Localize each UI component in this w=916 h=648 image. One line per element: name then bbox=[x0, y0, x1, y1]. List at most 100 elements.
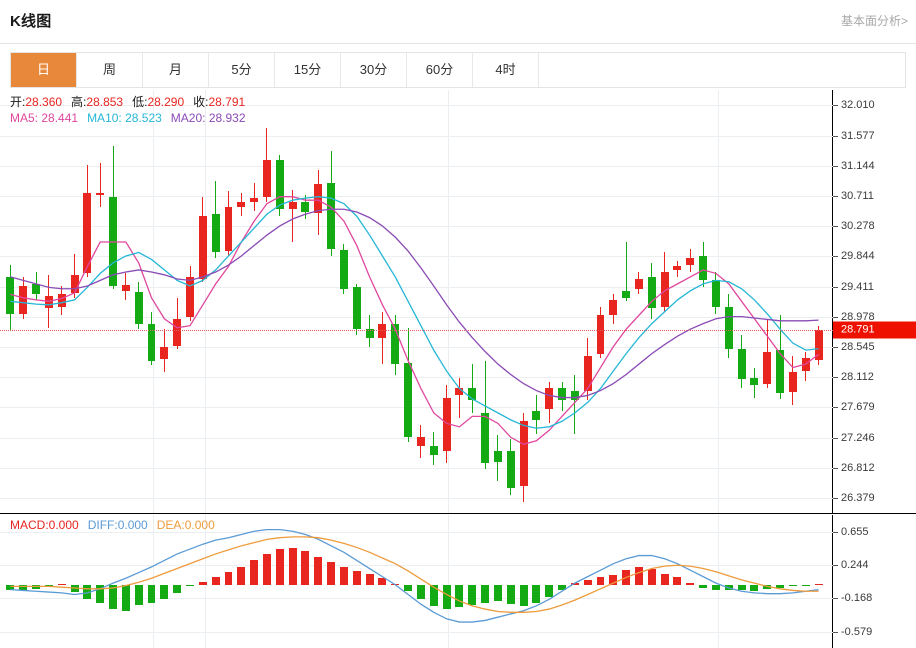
dea-label: DEA: bbox=[156, 518, 185, 532]
tab-5[interactable]: 30分 bbox=[341, 53, 407, 87]
price-axis-label: 29.844 bbox=[841, 250, 875, 263]
price-axis-tick bbox=[833, 195, 838, 197]
candle-body bbox=[711, 280, 720, 307]
macd-histogram-bar bbox=[558, 584, 566, 590]
price-axis-tick bbox=[833, 467, 838, 469]
ohlc-readout: 开:28.360 高:28.853 低:28.290 收:28.791 bbox=[10, 93, 245, 110]
price-axis-tick bbox=[833, 256, 838, 258]
ma5-line bbox=[10, 196, 819, 445]
candle-body bbox=[442, 397, 451, 452]
candle-body bbox=[301, 202, 310, 213]
macd-axis-label: 0.244 bbox=[841, 558, 869, 571]
candle-body bbox=[699, 255, 708, 281]
last-price-badge: 28.791 bbox=[833, 321, 916, 339]
macd-histogram-bar bbox=[134, 584, 143, 605]
price-axis-tick bbox=[833, 498, 838, 500]
price-axis-label: 28.545 bbox=[841, 340, 875, 353]
price-axis-tick bbox=[833, 437, 838, 439]
dea-line bbox=[10, 536, 819, 613]
ma10-line bbox=[10, 196, 819, 429]
price-axis-label: 27.679 bbox=[841, 401, 875, 414]
price-axis-label: 31.577 bbox=[841, 129, 875, 142]
last-price-line bbox=[0, 329, 833, 331]
tabbar-filler bbox=[539, 53, 905, 87]
period-tabbar: 日周月 5分 15分 30分 60分 4时 bbox=[10, 52, 906, 88]
macd-vertical-gridline bbox=[153, 515, 154, 648]
tab-2[interactable]: 月 bbox=[143, 53, 209, 87]
macd-histogram-bar bbox=[160, 584, 169, 600]
macd-histogram-bar bbox=[737, 584, 746, 590]
macd-histogram-bar bbox=[455, 584, 464, 608]
price-axis-tick bbox=[833, 407, 838, 409]
candle-body bbox=[250, 198, 259, 203]
macd-line-overlay bbox=[10, 528, 819, 623]
price-gridline bbox=[0, 467, 833, 469]
candle-body bbox=[147, 323, 156, 361]
price-axis-label: 31.144 bbox=[841, 159, 875, 172]
price-gridline bbox=[0, 105, 833, 107]
candle-body bbox=[609, 299, 618, 316]
close-value: 28.791 bbox=[208, 95, 246, 109]
macd-gridline bbox=[0, 631, 833, 633]
macd-histogram-bar bbox=[147, 584, 156, 603]
tab-7[interactable]: 4时 bbox=[473, 53, 539, 87]
macd-histogram-bar bbox=[596, 577, 605, 585]
tab-1[interactable]: 周 bbox=[77, 53, 143, 87]
tab-3[interactable]: 5分 bbox=[209, 53, 275, 87]
macd-histogram-bar bbox=[250, 560, 259, 585]
candle-body bbox=[314, 184, 323, 214]
price-gridline bbox=[0, 346, 833, 348]
candle-body bbox=[635, 278, 643, 289]
macd-histogram-bar bbox=[378, 578, 387, 585]
macd-histogram-bar bbox=[224, 571, 233, 585]
price-axis-tick bbox=[833, 286, 838, 288]
macd-panel: MACD:0.000 DIFF:0.000 DEA:0.000 0.655 0.244… bbox=[0, 515, 916, 648]
macd-gridline bbox=[0, 598, 833, 600]
price-axis-label: 26.379 bbox=[841, 492, 875, 505]
macd-histogram-bar bbox=[339, 566, 348, 585]
candle-wick bbox=[458, 378, 460, 419]
candle-body bbox=[237, 202, 246, 208]
macd-histogram-bar bbox=[275, 549, 284, 585]
price-gridline bbox=[0, 256, 833, 258]
ma5-label: MA5: bbox=[10, 111, 39, 125]
macd-histogram-bar bbox=[609, 575, 618, 585]
close-label: 收: bbox=[193, 95, 209, 109]
candle-body bbox=[32, 283, 41, 295]
low-value: 28.290 bbox=[147, 95, 185, 109]
low-label: 低: bbox=[132, 95, 148, 109]
candle-body bbox=[339, 250, 348, 289]
fundamental-analysis-link[interactable]: 基本面分析> bbox=[840, 14, 908, 28]
open-value: 28.360 bbox=[25, 95, 63, 109]
tab-0[interactable]: 日 bbox=[11, 53, 77, 87]
macd-histogram-bar bbox=[96, 584, 105, 604]
macd-histogram-bar bbox=[173, 584, 182, 593]
candle-body bbox=[468, 387, 477, 401]
diff-label: DIFF: bbox=[87, 518, 118, 532]
macd-histogram-bar bbox=[57, 583, 66, 586]
candle-body bbox=[570, 390, 579, 401]
open-label: 开: bbox=[10, 95, 26, 109]
macd-histogram-bar bbox=[506, 584, 515, 605]
macd-histogram-bar bbox=[237, 566, 246, 585]
price-axis: 32.010 31.577 31.144 30.711 30.278 29.844 29.4… bbox=[833, 90, 916, 513]
high-label: 高: bbox=[71, 95, 87, 109]
macd-axis-tick bbox=[833, 631, 838, 633]
tab-6[interactable]: 60分 bbox=[407, 53, 473, 87]
candle-body bbox=[801, 358, 810, 372]
macd-histogram-bar bbox=[352, 570, 361, 585]
candle-body bbox=[776, 350, 785, 394]
candle-body bbox=[224, 207, 233, 252]
macd-histogram-bar bbox=[262, 553, 271, 585]
candle-body bbox=[660, 272, 669, 307]
macd-label: MACD: bbox=[10, 518, 49, 532]
candle-body bbox=[622, 290, 631, 298]
macd-histogram-bar bbox=[686, 583, 695, 585]
price-gridline bbox=[0, 226, 833, 228]
candle-body bbox=[519, 421, 528, 487]
candle-body bbox=[391, 323, 400, 365]
tab-4[interactable]: 15分 bbox=[275, 53, 341, 87]
price-axis-label: 29.411 bbox=[841, 280, 874, 293]
ma20-value: 28.932 bbox=[208, 111, 246, 125]
candle-body bbox=[6, 276, 15, 314]
